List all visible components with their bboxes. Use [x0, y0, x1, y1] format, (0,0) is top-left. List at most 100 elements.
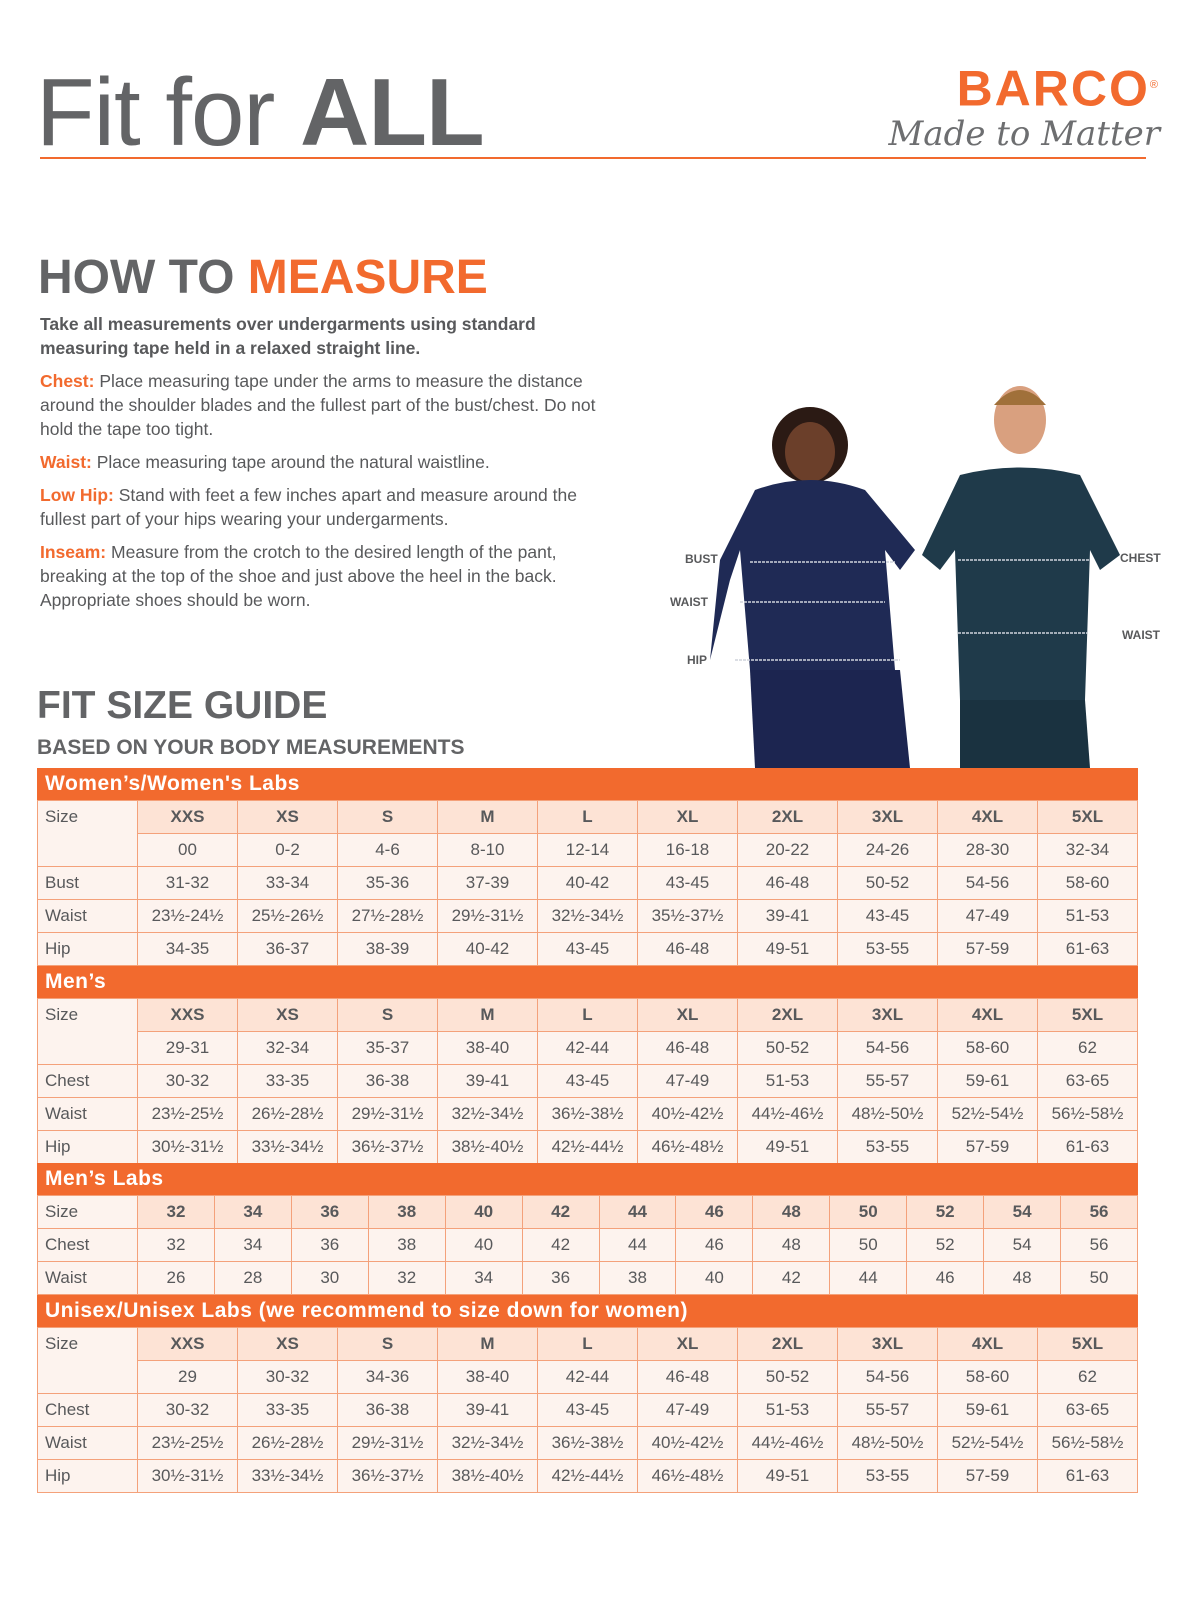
size-row: Size XXS XS S M L XL 2XL 3XL 4XL 5XL — [37, 1327, 1138, 1394]
value-cell: 36-38 — [337, 1064, 438, 1098]
size-cell: XXS — [137, 1327, 238, 1361]
size-cell: 32 — [137, 1195, 215, 1229]
row-label: Size — [37, 1195, 138, 1229]
men-labs-size-table: Men’s Labs Size 32 34 36 38 40 42 44 46 48 50 52 54 56… — [37, 1163, 1138, 1295]
value-cell: 42½-44½ — [537, 1130, 638, 1164]
numeric-size-cell: 35-37 — [337, 1031, 438, 1065]
value-cell: 46½-48½ — [637, 1130, 738, 1164]
value-cell: 32½-34½ — [537, 899, 638, 933]
measure-instructions: Take all measurements over undergarments… — [40, 312, 610, 621]
numeric-size-cell: 12-14 — [537, 833, 638, 867]
title-bold: ALL — [300, 59, 485, 166]
value-cell: 29½-31½ — [337, 1097, 438, 1131]
value-cell: 43-45 — [537, 1064, 638, 1098]
value-cell: 23½-25½ — [137, 1426, 238, 1460]
instruction-text: Measure from the crotch to the desired l… — [40, 542, 557, 610]
value-cell: 47-49 — [937, 899, 1038, 933]
value-cell: 48 — [752, 1228, 831, 1262]
value-cell: 29½-31½ — [337, 1426, 438, 1460]
value-cell: 46 — [675, 1228, 754, 1262]
numeric-size-cell: 29 — [137, 1360, 238, 1394]
value-cell: 47-49 — [637, 1064, 738, 1098]
brand-name: BARCO — [956, 60, 1150, 117]
size-cell: 36 — [290, 1195, 369, 1229]
value-cell: 33-34 — [237, 866, 338, 900]
size-cell: 34 — [213, 1195, 292, 1229]
value-cell: 33½-34½ — [237, 1459, 338, 1493]
size-row: Size XXS XS S M L XL 2XL 3XL 4XL 5XL — [37, 800, 1138, 867]
value-cell: 32 — [137, 1228, 215, 1262]
value-cell: 48 — [983, 1261, 1062, 1295]
unisex-size-table: Unisex/Unisex Labs (we recommend to size… — [37, 1295, 1138, 1493]
instruction-waist: Waist: Place measuring tape around the n… — [40, 450, 610, 474]
value-cell: 59-61 — [937, 1064, 1038, 1098]
numeric-size-cell: 54-56 — [837, 1360, 938, 1394]
hip-label: HIP — [687, 653, 708, 667]
title-light: Fit for — [36, 59, 301, 166]
value-cell: 27½-28½ — [337, 899, 438, 933]
size-cell: XL — [637, 800, 738, 834]
value-cell: 50-52 — [837, 866, 938, 900]
value-cell: 30½-31½ — [137, 1130, 238, 1164]
instruction-chest: Chest: Place measuring tape under the ar… — [40, 369, 610, 441]
numeric-size-cell: 58-60 — [937, 1360, 1038, 1394]
table-row: Chest 32 34 36 38 40 42 44 46 48 50 52 54 56 — [37, 1228, 1138, 1262]
size-cell: 5XL — [1037, 1327, 1138, 1361]
instruction-inseam: Inseam: Measure from the crotch to the d… — [40, 540, 610, 612]
value-cell: 26 — [137, 1261, 215, 1295]
value-cell: 51-53 — [1037, 899, 1138, 933]
size-cell: XXS — [137, 998, 238, 1032]
value-cell: 57-59 — [937, 1130, 1038, 1164]
value-cell: 36-38 — [337, 1393, 438, 1427]
row-label: Chest — [37, 1064, 138, 1098]
numeric-size-cell: 30-32 — [237, 1360, 338, 1394]
numeric-size-cell: 20-22 — [737, 833, 838, 867]
numeric-size-cell: 54-56 — [837, 1031, 938, 1065]
table-section-header: Women’s/Women's Labs — [37, 768, 1138, 800]
table-row: Bust 31-32 33-34 35-36 37-39 40-42 43-45 46-48 5… — [37, 866, 1138, 900]
size-row: Size XXS XS S M L XL 2XL 3XL 4XL 5XL — [37, 998, 1138, 1065]
page-title: Fit for ALL — [36, 58, 485, 168]
value-cell: 42 — [521, 1228, 600, 1262]
table-row: Waist 23½-25½ 26½-28½ 29½-31½ 32½-34½ 36½-38½… — [37, 1097, 1138, 1131]
row-label: Chest — [37, 1393, 138, 1427]
numeric-size-cell: 28-30 — [937, 833, 1038, 867]
value-cell: 63-65 — [1037, 1393, 1138, 1427]
barco-logo: BARCO® Made to Matter — [888, 60, 1160, 154]
size-cell: 52 — [906, 1195, 985, 1229]
value-cell: 33-35 — [237, 1393, 338, 1427]
brand-tagline: Made to Matter — [888, 113, 1160, 154]
value-cell: 51-53 — [737, 1064, 838, 1098]
value-cell: 61-63 — [1037, 932, 1138, 966]
value-cell: 30½-31½ — [137, 1459, 238, 1493]
numeric-size-cell: 34-36 — [337, 1360, 438, 1394]
numeric-size-cell: 42-44 — [537, 1360, 638, 1394]
size-table: Size 32 34 36 38 40 42 44 46 48 50 52 54 56 Chest 32 34 3… — [37, 1195, 1138, 1295]
value-cell: 47-49 — [637, 1393, 738, 1427]
table-section-header: Men’s — [37, 966, 1138, 998]
value-cell: 46-48 — [737, 866, 838, 900]
instruction-hip: Low Hip: Stand with feet a few inches ap… — [40, 483, 610, 531]
size-table: Size XXS XS S M L XL 2XL 3XL 4XL 5XL 00 0-2 4-6 8-10 12… — [37, 800, 1138, 966]
numeric-size-cell: 8-10 — [437, 833, 538, 867]
value-cell: 38½-40½ — [437, 1130, 538, 1164]
size-cell: XL — [637, 1327, 738, 1361]
size-cell: XL — [637, 998, 738, 1032]
value-cell: 36-37 — [237, 932, 338, 966]
value-cell: 43-45 — [637, 866, 738, 900]
models-illustration — [710, 386, 1120, 768]
value-cell: 25½-26½ — [237, 899, 338, 933]
value-cell: 30 — [290, 1261, 369, 1295]
value-cell: 50 — [829, 1228, 908, 1262]
value-cell: 40 — [675, 1261, 754, 1295]
value-cell: 29½-31½ — [437, 899, 538, 933]
value-cell: 38 — [367, 1228, 446, 1262]
value-cell: 42 — [752, 1261, 831, 1295]
size-cell: 48 — [752, 1195, 831, 1229]
value-cell: 53-55 — [837, 932, 938, 966]
size-cell: 50 — [829, 1195, 908, 1229]
numeric-size-cell: 16-18 — [637, 833, 738, 867]
row-label: Hip — [37, 932, 138, 966]
row-label: Waist — [37, 1426, 138, 1460]
how-to-measure-heading: HOW TO MEASURE — [38, 250, 488, 305]
